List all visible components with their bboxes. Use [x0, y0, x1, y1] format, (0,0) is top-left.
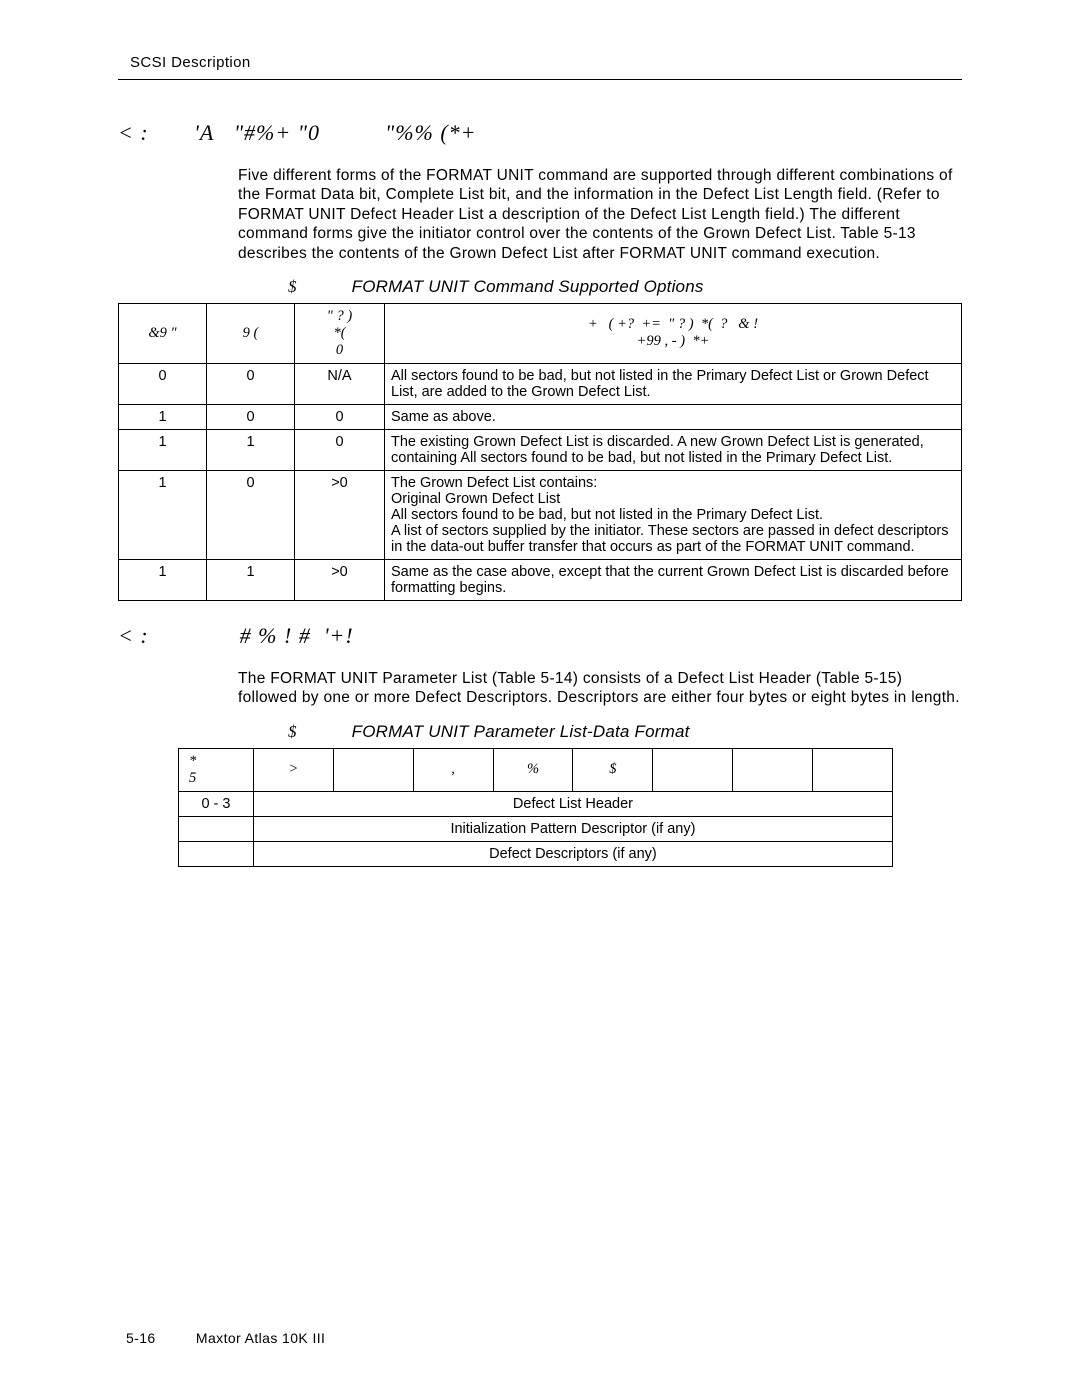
cell: All sectors found to be bad, but not lis…	[385, 363, 962, 404]
running-header: SCSI Description	[118, 54, 962, 71]
col-header-byte: * 5	[179, 748, 254, 791]
cell: 1	[119, 559, 207, 600]
header-rule	[118, 79, 962, 80]
cell: 0	[119, 363, 207, 404]
table-row: Defect Descriptors (if any)	[179, 841, 893, 866]
cell: N/A	[295, 363, 385, 404]
section-heading-1: < : 'A "#%+ "0 "%% (*+	[118, 120, 962, 146]
cell: 0	[207, 470, 295, 559]
cell: The existing Grown Defect List is discar…	[385, 429, 962, 470]
cell: 1	[207, 559, 295, 600]
table-2-caption-label: $	[288, 722, 347, 741]
col-header-dll: " ? ) *( 0	[295, 303, 385, 363]
section-2-body: The FORMAT UNIT Parameter List (Table 5-…	[238, 669, 962, 708]
table-row: Initialization Pattern Descriptor (if an…	[179, 816, 893, 841]
page-number: 5-16	[126, 1330, 192, 1346]
cell	[179, 816, 254, 841]
table-row: 1 1 >0 Same as the case above, except th…	[119, 559, 962, 600]
cell: 0	[207, 363, 295, 404]
table-row: &9 " 9 ( " ? ) *( 0 + ( +? += " ? ) *( ?…	[119, 303, 962, 363]
cell: Defect Descriptors (if any)	[253, 841, 892, 866]
col-header-bit3: $	[573, 748, 653, 791]
table-row: 1 0 >0 The Grown Defect List contains: O…	[119, 470, 962, 559]
table-format-unit-param-list: * 5 > , % $ 0 - 3 Defect List Header Ini…	[178, 748, 893, 867]
col-header-cmplst: 9 (	[207, 303, 295, 363]
cell: Same as above.	[385, 404, 962, 429]
table-row: 1 1 0 The existing Grown Defect List is …	[119, 429, 962, 470]
col-header-bit2	[653, 748, 733, 791]
table-1-caption-text: FORMAT UNIT Command Supported Options	[352, 277, 704, 296]
cell: 0	[207, 404, 295, 429]
cell	[179, 841, 254, 866]
cell: Defect List Header	[253, 791, 892, 816]
cell: 0	[295, 404, 385, 429]
table-1-caption: $ FORMAT UNIT Command Supported Options	[288, 277, 962, 297]
cell: >0	[295, 559, 385, 600]
table-1-caption-label: $	[288, 277, 347, 296]
table-row: 0 0 N/A All sectors found to be bad, but…	[119, 363, 962, 404]
col-header-bit1	[733, 748, 813, 791]
col-header-bit4: %	[493, 748, 573, 791]
table-2-caption-text: FORMAT UNIT Parameter List-Data Format	[352, 722, 690, 741]
cell: Same as the case above, except that the …	[385, 559, 962, 600]
section-heading-2: < : # % ! # '+!	[118, 623, 962, 649]
col-header-fmtdata: &9 "	[119, 303, 207, 363]
cell: 1	[119, 429, 207, 470]
cell: Initialization Pattern Descriptor (if an…	[253, 816, 892, 841]
cell: 1	[119, 404, 207, 429]
cell: 1	[119, 470, 207, 559]
table-2-caption: $ FORMAT UNIT Parameter List-Data Format	[288, 722, 962, 742]
section-1-body: Five different forms of the FORMAT UNIT …	[238, 166, 962, 263]
cell: 0	[295, 429, 385, 470]
table-row: 1 0 0 Same as above.	[119, 404, 962, 429]
cell: >0	[295, 470, 385, 559]
page-body: SCSI Description < : 'A "#%+ "0 "%% (*+ …	[118, 54, 962, 867]
col-header-contents: + ( +? += " ? ) *( ? & ! +99 , - ) *+	[385, 303, 962, 363]
table-row: * 5 > , % $	[179, 748, 893, 791]
cell: 0 - 3	[179, 791, 254, 816]
cell: The Grown Defect List contains: Original…	[385, 470, 962, 559]
table-format-unit-options: &9 " 9 ( " ? ) *( 0 + ( +? += " ? ) *( ?…	[118, 303, 962, 601]
col-header-bit6	[333, 748, 413, 791]
col-header-bit5: ,	[413, 748, 493, 791]
cell: 1	[207, 429, 295, 470]
table-row: 0 - 3 Defect List Header	[179, 791, 893, 816]
col-header-bit7: >	[253, 748, 333, 791]
page-footer: 5-16 Maxtor Atlas 10K III	[126, 1330, 325, 1346]
footer-product: Maxtor Atlas 10K III	[196, 1330, 325, 1346]
col-header-bit0	[813, 748, 893, 791]
